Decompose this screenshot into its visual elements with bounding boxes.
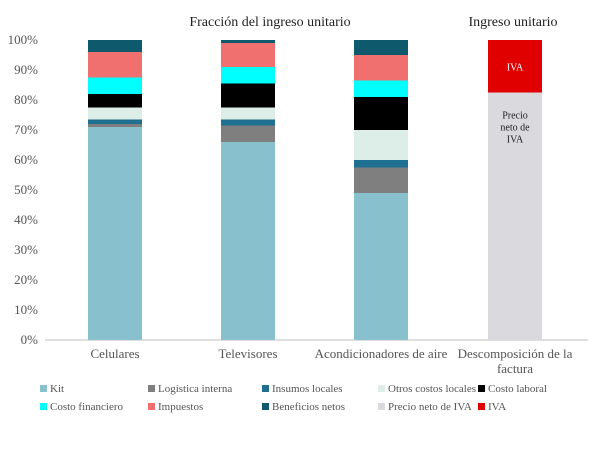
bar-segment-impuestos bbox=[354, 55, 408, 81]
bar-segment-beneficios-netos bbox=[88, 40, 142, 52]
bar-segment-insumos-locales bbox=[354, 160, 408, 168]
y-axis-ticks: 0% 10% 20% 30% 40% 50% 60% 70% 80% 90% 100% bbox=[8, 32, 39, 347]
legend-label-insumos-locales: Insumos locales bbox=[272, 383, 343, 395]
bar-annotation-precio-neto-de-iva: Precio neto de IVA bbox=[500, 111, 530, 146]
legend-swatch-impuestos bbox=[148, 403, 155, 410]
bar-annotation-iva: IVA bbox=[507, 62, 524, 73]
bar-segment-costo-financiero bbox=[221, 67, 275, 84]
bar-segment-costo-laboral bbox=[88, 94, 142, 108]
x-tick-label: Televisores bbox=[218, 346, 277, 361]
x-tick-label: Descomposición de la factura bbox=[458, 346, 573, 376]
bar-segment-otros-costos-locales bbox=[221, 107, 275, 120]
bar-segment-kit bbox=[354, 193, 408, 340]
bar-segment-logistica-interna bbox=[354, 167, 408, 193]
bar-segment-beneficios-netos bbox=[221, 40, 275, 43]
legend-label-otros-costos-locales: Otros costos locales bbox=[388, 383, 476, 395]
chart-title-left: Fracción del ingreso unitario bbox=[189, 15, 350, 30]
bar-segment-costo-laboral bbox=[221, 83, 275, 108]
legend: Kit Logística interna Insumos locales Otros… bbox=[40, 383, 547, 413]
x-tick-label: Celulares bbox=[90, 346, 139, 361]
legend-label-precio-neto-de-iva: Precio neto de IVA bbox=[388, 401, 472, 413]
legend-label-iva: IVA bbox=[488, 401, 506, 413]
x-axis-labels: Celulares Televisores Acondicionadores de … bbox=[90, 346, 572, 376]
bar-segment-impuestos bbox=[221, 43, 275, 67]
bar-segment-iva bbox=[488, 40, 542, 93]
y-tick-label: 90% bbox=[14, 62, 38, 77]
bar-segment-kit bbox=[221, 142, 275, 340]
y-tick-label: 100% bbox=[8, 32, 39, 47]
legend-swatch-insumos-locales bbox=[262, 385, 269, 392]
legend-label-beneficios-netos: Beneficios netos bbox=[272, 401, 345, 413]
bar-segment-kit bbox=[88, 127, 142, 340]
bar-segment-costo-financiero bbox=[88, 77, 142, 94]
bar-segment-otros-costos-locales bbox=[354, 130, 408, 160]
x-tick-label: Acondicionadores de aire bbox=[315, 346, 448, 361]
legend-label-impuestos: Impuestos bbox=[158, 401, 203, 413]
legend-label-costo-laboral: Costo laboral bbox=[488, 383, 547, 395]
bar-segment-costo-laboral bbox=[354, 97, 408, 130]
bars bbox=[88, 40, 542, 340]
bar-segment-impuestos bbox=[88, 52, 142, 78]
bar-segment-insumos-locales bbox=[88, 119, 142, 124]
legend-swatch-logistica-interna bbox=[148, 385, 155, 392]
y-tick-label: 60% bbox=[14, 152, 38, 167]
legend-swatch-otros-costos-locales bbox=[378, 385, 385, 392]
bar-segment-insumos-locales bbox=[221, 119, 275, 126]
y-tick-label: 40% bbox=[14, 212, 38, 227]
bar-segment-beneficios-netos bbox=[354, 40, 408, 55]
y-tick-label: 80% bbox=[14, 92, 38, 107]
y-tick-label: 0% bbox=[21, 332, 39, 347]
bar-segment-precio-neto-de-iva bbox=[488, 92, 542, 340]
bar-segment-logistica-interna bbox=[88, 124, 142, 127]
legend-swatch-precio-neto-de-iva bbox=[378, 403, 385, 410]
chart-title-right: Ingreso unitario bbox=[468, 15, 557, 30]
bar-segment-logistica-interna bbox=[221, 125, 275, 142]
y-tick-label: 10% bbox=[14, 302, 38, 317]
legend-label-kit: Kit bbox=[50, 383, 64, 395]
legend-label-logistica-interna: Logística interna bbox=[158, 383, 232, 395]
legend-swatch-kit bbox=[40, 385, 47, 392]
legend-label-costo-financiero: Costo financiero bbox=[50, 401, 124, 413]
legend-swatch-costo-financiero bbox=[40, 403, 47, 410]
legend-swatch-beneficios-netos bbox=[262, 403, 269, 410]
legend-swatch-iva bbox=[478, 403, 485, 410]
y-tick-label: 50% bbox=[14, 182, 38, 197]
y-tick-label: 70% bbox=[14, 122, 38, 137]
y-tick-label: 30% bbox=[14, 242, 38, 257]
legend-swatch-costo-laboral bbox=[478, 385, 485, 392]
bar-segment-costo-financiero bbox=[354, 80, 408, 97]
bar-annotations: IVA Precio neto de IVA bbox=[500, 62, 530, 145]
bar-segment-otros-costos-locales bbox=[88, 107, 142, 120]
y-tick-label: 20% bbox=[14, 272, 38, 287]
